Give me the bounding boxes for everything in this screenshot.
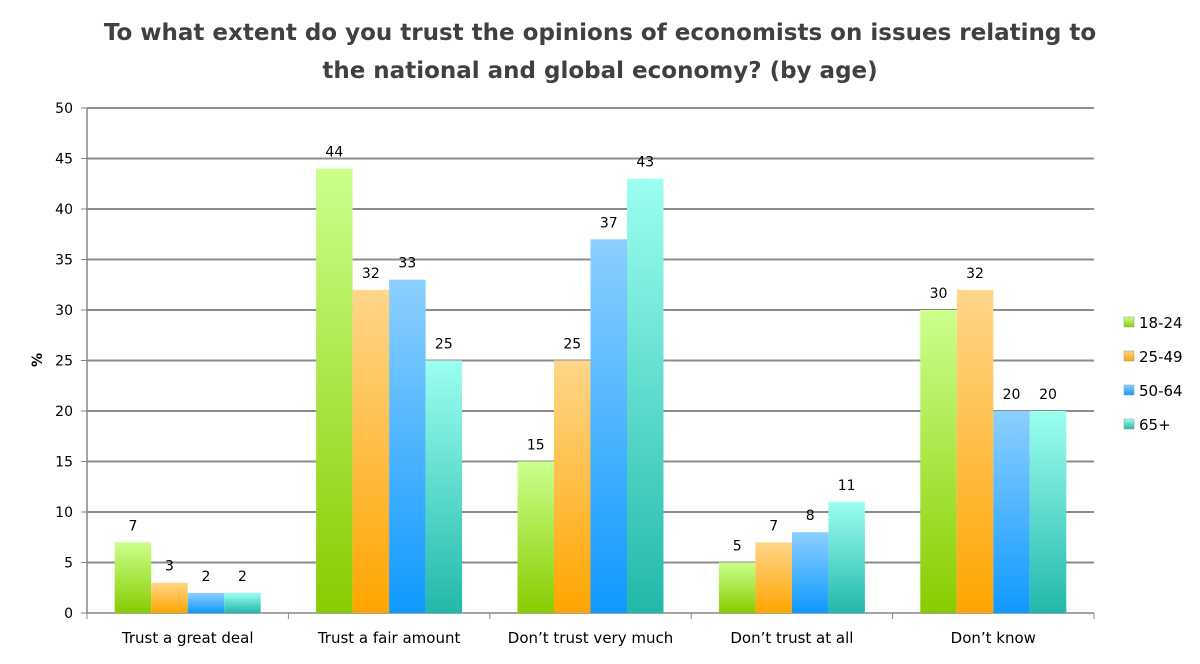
- x-tick-label: Trust a fair amount: [317, 629, 461, 647]
- data-label: 25: [563, 337, 581, 353]
- data-label: 37: [600, 215, 618, 231]
- bar-25-49-2: [554, 360, 591, 613]
- data-label: 32: [362, 266, 380, 282]
- data-label: 7: [769, 518, 778, 534]
- bar-25-49-4: [956, 289, 994, 613]
- bar-50-64-3: [791, 532, 829, 613]
- bar-25-49-1: [352, 289, 390, 613]
- legend-label: 50-64: [1139, 382, 1183, 400]
- y-tick-label: 0: [64, 606, 73, 622]
- x-tick-label: Don’t trust very much: [508, 629, 673, 647]
- y-tick-label: 40: [55, 202, 73, 218]
- data-label: 2: [238, 569, 247, 585]
- data-label: 7: [128, 518, 137, 534]
- data-label: 20: [1003, 387, 1021, 403]
- data-label: 2: [201, 569, 210, 585]
- legend-label: 18-24: [1139, 314, 1183, 332]
- data-label: 44: [325, 145, 343, 161]
- data-label: 8: [806, 508, 815, 524]
- legend-label: 25-49: [1139, 348, 1183, 366]
- data-label: 43: [636, 155, 654, 171]
- data-label: 30: [930, 286, 948, 302]
- legend-swatch: [1123, 418, 1135, 430]
- x-tick-label: Don’t know: [951, 629, 1036, 647]
- chart-title-line-2: the national and global economy? (by age…: [322, 58, 877, 84]
- y-tick-label: 20: [55, 404, 73, 420]
- bar-50-64-1: [389, 279, 426, 613]
- data-label: 20: [1039, 387, 1057, 403]
- chart-title-line-1: To what extent do you trust the opinions…: [104, 20, 1096, 46]
- bar-65+-0: [224, 592, 261, 613]
- data-label: 32: [966, 266, 984, 282]
- data-label: 11: [838, 478, 856, 494]
- bar-18-24-3: [718, 562, 756, 613]
- data-label: 15: [527, 438, 545, 454]
- bar-18-24-0: [114, 542, 152, 613]
- y-tick-label: 5: [64, 556, 73, 572]
- y-tick-label: 30: [55, 303, 73, 319]
- x-tick-label: Don’t trust at all: [730, 629, 853, 647]
- data-label: 3: [165, 559, 174, 575]
- y-axis-label: %: [30, 353, 46, 367]
- bar-18-24-4: [920, 310, 957, 613]
- data-label: 5: [733, 539, 742, 555]
- y-tick-label: 15: [55, 455, 73, 471]
- bar-50-64-0: [187, 592, 225, 613]
- y-tick-label: 10: [55, 505, 73, 521]
- legend-swatch: [1123, 384, 1135, 396]
- x-tick-label: Trust a great deal: [121, 629, 254, 647]
- legend-label: 65+: [1139, 416, 1171, 434]
- data-label: 33: [398, 256, 416, 272]
- legend-swatch: [1123, 350, 1135, 362]
- bar-65+-1: [425, 360, 463, 613]
- bar-50-64-2: [590, 239, 627, 614]
- y-tick-label: 45: [55, 152, 73, 168]
- y-tick-label: 35: [55, 253, 73, 269]
- bar-50-64-4: [993, 411, 1030, 613]
- legend-swatch: [1123, 316, 1135, 328]
- bar-65+-3: [828, 501, 865, 613]
- bar-65+-2: [627, 178, 664, 613]
- bar-65+-4: [1029, 411, 1067, 613]
- bar-25-49-3: [755, 542, 792, 613]
- y-tick-label: 25: [55, 354, 73, 370]
- bar-25-49-0: [151, 582, 188, 613]
- data-label: 25: [435, 337, 453, 353]
- bar-18-24-2: [517, 461, 554, 613]
- y-tick-label: 50: [55, 101, 73, 117]
- bar-18-24-1: [316, 168, 353, 613]
